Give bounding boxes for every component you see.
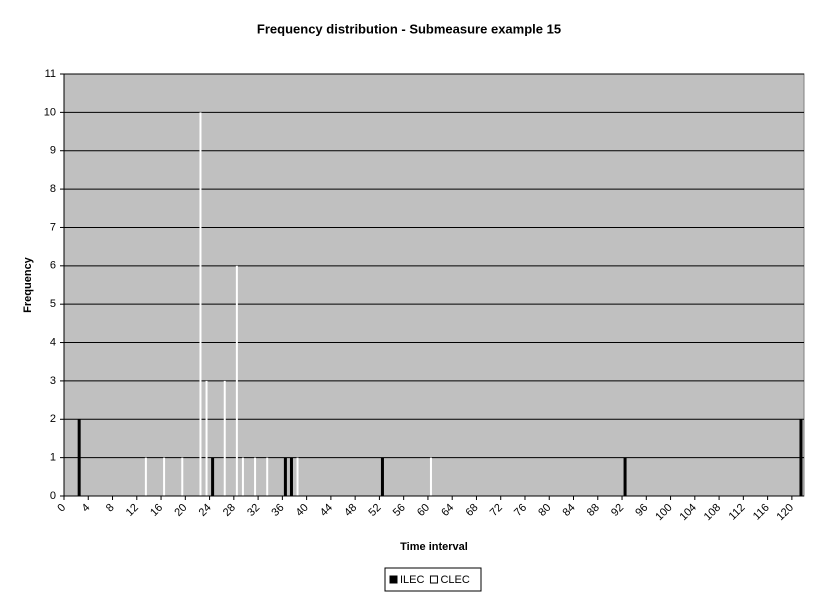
x-tick-label: 96 <box>633 502 650 519</box>
bar <box>181 457 184 496</box>
x-tick-label: 16 <box>148 502 165 519</box>
y-tick-label: 11 <box>45 68 56 80</box>
x-tick-label: 76 <box>512 502 529 519</box>
bar <box>283 457 287 496</box>
bar <box>266 457 269 496</box>
legend-label: CLEC <box>440 574 469 586</box>
plot-area <box>63 73 805 497</box>
bar <box>429 457 432 496</box>
bar <box>199 112 202 496</box>
y-tick-label: 7 <box>50 221 56 233</box>
x-axis-title: Time interval <box>400 541 468 553</box>
y-tick-label: 9 <box>50 145 56 157</box>
x-tick-label: 92 <box>609 502 626 519</box>
x-tick-label: 32 <box>245 502 262 519</box>
legend-swatch <box>429 575 438 584</box>
y-tick-label: 5 <box>50 298 56 310</box>
x-tick-label: 8 <box>104 502 117 515</box>
x-tick-label: 12 <box>124 502 141 519</box>
x-tick-label: 68 <box>463 502 480 519</box>
x-tick-label: 52 <box>366 502 383 519</box>
x-tick-label: 40 <box>294 502 311 519</box>
x-tick-label: 116 <box>751 502 772 523</box>
bar <box>163 457 166 496</box>
x-tick-label: 56 <box>391 502 408 519</box>
y-axis-title: Frequency <box>22 256 34 313</box>
legend-swatch <box>389 575 398 584</box>
bar <box>235 265 238 496</box>
x-tick-label: 44 <box>318 502 335 519</box>
bar <box>623 457 627 496</box>
x-tick-label: 60 <box>415 502 432 519</box>
bar <box>380 457 384 496</box>
bar <box>223 380 226 496</box>
x-tick-label: 20 <box>172 502 189 519</box>
x-tick-label: 80 <box>536 502 553 519</box>
bar <box>144 457 147 496</box>
y-tick-label: 2 <box>50 413 56 425</box>
bar <box>289 457 293 496</box>
y-tick-label: 8 <box>50 183 56 195</box>
x-tick-label: 104 <box>678 502 699 523</box>
y-tick-label: 10 <box>44 106 56 118</box>
bar <box>799 419 803 496</box>
y-tick-label: 6 <box>50 260 56 272</box>
y-tick-label: 4 <box>50 336 56 348</box>
x-tick-label: 108 <box>702 502 723 523</box>
x-tick-label: 72 <box>488 502 505 519</box>
bar <box>254 457 257 496</box>
x-tick-label: 64 <box>439 502 456 519</box>
bar <box>205 380 208 496</box>
bar <box>77 419 81 496</box>
y-tick-label: 0 <box>50 490 56 502</box>
x-tick-label: 100 <box>653 502 674 523</box>
x-tick-label: 48 <box>342 502 359 519</box>
x-tick-label: 24 <box>197 502 214 519</box>
x-tick-label: 36 <box>269 502 286 519</box>
chart-title: Frequency distribution - Submeasure exam… <box>257 21 561 36</box>
bar <box>211 457 215 496</box>
x-tick-label: 84 <box>561 502 578 519</box>
x-tick-label: 0 <box>55 502 68 515</box>
x-tick-label: 120 <box>775 502 796 523</box>
bar <box>296 457 299 496</box>
legend-label: ILEC <box>400 574 425 586</box>
x-tick-label: 28 <box>221 502 238 519</box>
x-tick-label: 4 <box>80 502 93 515</box>
bar <box>241 457 244 496</box>
y-tick-label: 1 <box>50 452 56 464</box>
x-tick-label: 88 <box>585 502 602 519</box>
x-tick-label: 112 <box>727 502 748 523</box>
y-tick-label: 3 <box>50 375 56 387</box>
